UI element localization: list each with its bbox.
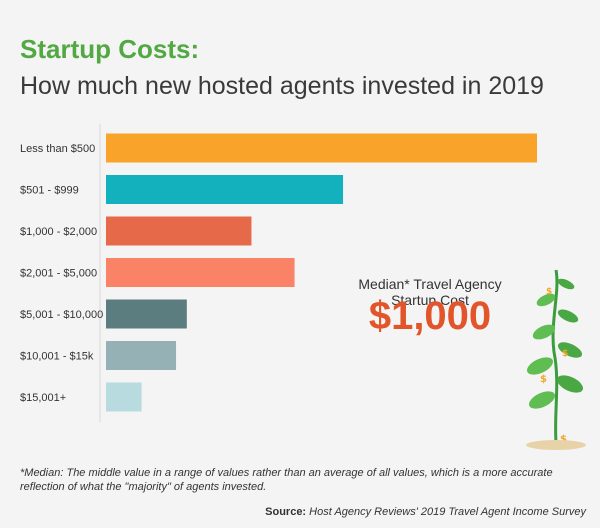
bar [106, 341, 177, 370]
bar [106, 382, 142, 412]
bar [106, 258, 295, 287]
bar [106, 216, 252, 246]
footnote: *Median: The middle value in a range of … [20, 467, 553, 494]
bar [106, 299, 187, 329]
svg-text:$: $ [562, 349, 568, 359]
source-label: Source: [265, 506, 307, 518]
chart-title: Startup Costs: [20, 34, 200, 64]
bar [106, 133, 537, 163]
source-text: Host Agency Reviews' 2019 Travel Agent I… [309, 506, 586, 518]
category-label: $2,001 - $5,000 [20, 268, 97, 280]
chart-subtitle: How much new hosted agents invested in 2… [20, 72, 544, 100]
svg-text:$: $ [560, 434, 567, 445]
median-value: $1,000 [368, 294, 492, 338]
category-label: $501 - $999 [20, 185, 79, 197]
category-label: $5,001 - $10,000 [20, 309, 103, 321]
category-label: $1,000 - $2,000 [20, 226, 97, 238]
bar [106, 175, 344, 204]
svg-text:$: $ [546, 287, 552, 297]
money-plant-icon: $ $ $ $ [526, 269, 586, 450]
category-label: $10,001 - $15k [20, 351, 94, 363]
category-label: $15,001+ [20, 392, 66, 404]
bar-chart: Less than $500 $501 - $999 $1,000 - $2,000… [20, 124, 537, 422]
svg-text:$: $ [540, 374, 547, 385]
category-label: Less than $500 [20, 143, 95, 155]
source-note: Source: Host Agency Reviews' 2019 Travel… [265, 506, 586, 518]
median-label: Median* Travel Agency Startup Cost [358, 276, 502, 309]
